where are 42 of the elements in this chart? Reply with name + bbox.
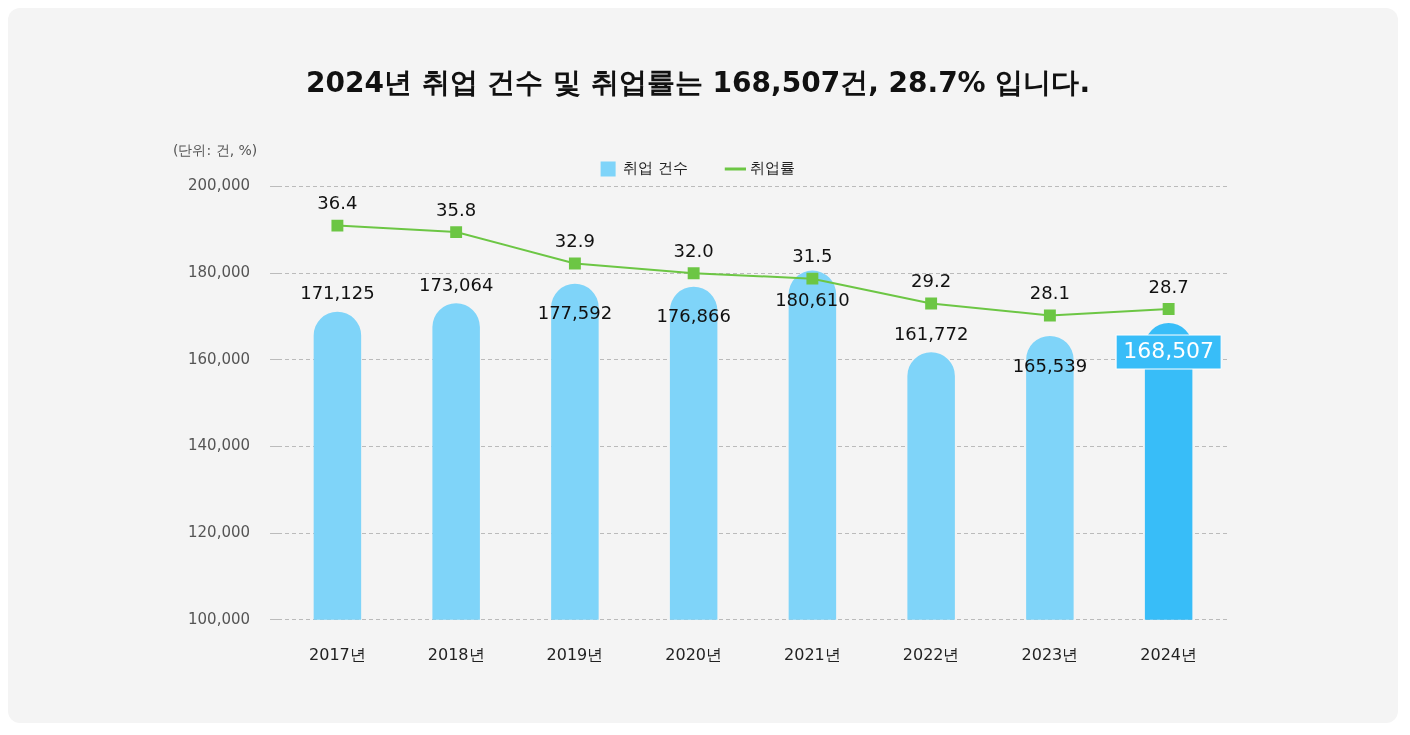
data-label: 165,539 xyxy=(1012,354,1088,376)
legend-label: 취업 건수 xyxy=(623,158,688,177)
x-tick-label: 2021년 xyxy=(784,644,841,664)
data-label: 32.0 xyxy=(673,239,714,261)
chart-title: 2024년 취업 건수 및 취업률는 168,507건, 28.7% 입니다. xyxy=(305,66,1091,100)
data-label: 161,772 xyxy=(893,322,969,344)
y-tick-label: 160,000 xyxy=(188,349,251,368)
data-label: 168,507 xyxy=(1123,337,1215,363)
point xyxy=(806,272,819,285)
data-label: 29.2 xyxy=(911,270,952,292)
point xyxy=(1162,303,1175,315)
data-label: 35.8 xyxy=(436,198,477,220)
y-tick-label: 200,000 xyxy=(188,176,251,195)
point xyxy=(687,267,700,280)
data-label: 32.9 xyxy=(554,230,595,252)
x-tick-label: 2022년 xyxy=(902,644,960,664)
point xyxy=(1043,309,1056,322)
point xyxy=(450,226,463,239)
data-label: 36.4 xyxy=(317,192,358,214)
data-label: 28.1 xyxy=(1029,282,1070,304)
y-tick-label: 120,000 xyxy=(188,523,251,542)
y-tick-label: 140,000 xyxy=(188,436,251,455)
x-tick-label: 2023년 xyxy=(1021,644,1079,664)
data-label: 180,610 xyxy=(775,289,850,311)
x-tick-label: 2024년 xyxy=(1140,644,1197,664)
legend-label: 취업률 xyxy=(750,158,796,177)
x-tick-label: 2020년 xyxy=(665,644,722,664)
x-tick-label: 2018년 xyxy=(427,644,485,664)
data-label: 28.7 xyxy=(1148,275,1189,297)
x-tick-label: 2017년 xyxy=(309,644,366,664)
point xyxy=(568,257,581,270)
x-tick-label: 2019년 xyxy=(546,644,604,664)
text: (단위: 건, %) xyxy=(173,142,258,159)
point xyxy=(925,297,938,310)
data-label: 177,592 xyxy=(537,302,613,324)
data-label: 176,866 xyxy=(656,305,731,327)
data-label: 31.5 xyxy=(792,245,833,267)
data-label: 171,125 xyxy=(300,282,375,304)
point xyxy=(331,219,344,232)
data-label: 173,064 xyxy=(418,273,494,295)
y-tick-label: 100,000 xyxy=(188,609,251,628)
y-tick-label: 180,000 xyxy=(188,263,251,282)
